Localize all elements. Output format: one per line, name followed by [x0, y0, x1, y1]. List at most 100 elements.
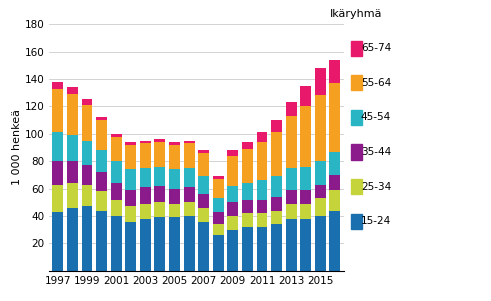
Bar: [198, 194, 209, 208]
Bar: [213, 224, 224, 235]
Bar: [242, 183, 253, 200]
Bar: [213, 212, 224, 224]
Bar: [271, 197, 282, 211]
Text: 25-34: 25-34: [361, 182, 391, 192]
Bar: [286, 219, 297, 271]
Bar: [257, 142, 268, 180]
Bar: [140, 143, 151, 168]
Bar: [96, 191, 107, 211]
Bar: [67, 161, 78, 183]
Bar: [242, 227, 253, 271]
Bar: [300, 190, 311, 204]
Bar: [82, 165, 92, 185]
Bar: [155, 217, 165, 271]
Bar: [96, 211, 107, 271]
Bar: [227, 156, 238, 186]
Bar: [300, 204, 311, 219]
Bar: [67, 87, 78, 94]
Bar: [125, 169, 136, 190]
Bar: [242, 200, 253, 213]
Bar: [125, 145, 136, 169]
Bar: [169, 142, 180, 145]
Text: 55-64: 55-64: [361, 78, 391, 88]
Text: 45-54: 45-54: [361, 112, 391, 123]
Bar: [315, 185, 326, 198]
Bar: [198, 208, 209, 222]
Bar: [82, 105, 92, 141]
Text: 15-24: 15-24: [361, 216, 391, 226]
Bar: [198, 176, 209, 194]
Bar: [110, 161, 122, 183]
Bar: [227, 202, 238, 216]
Bar: [315, 161, 326, 185]
Bar: [184, 168, 194, 187]
Bar: [125, 190, 136, 206]
Bar: [286, 190, 297, 204]
Bar: [315, 216, 326, 271]
Text: Ikäryhmä: Ikäryhmä: [330, 9, 382, 19]
Bar: [155, 142, 165, 167]
Bar: [300, 167, 311, 190]
Bar: [184, 216, 194, 271]
Bar: [257, 213, 268, 227]
Bar: [257, 180, 268, 200]
Bar: [140, 187, 151, 204]
Bar: [82, 141, 92, 165]
Bar: [96, 120, 107, 150]
Text: 65-74: 65-74: [361, 43, 391, 53]
Bar: [329, 190, 340, 211]
Bar: [155, 202, 165, 217]
Bar: [227, 150, 238, 156]
Bar: [96, 150, 107, 172]
Bar: [82, 185, 92, 206]
Bar: [286, 116, 297, 168]
Bar: [110, 134, 122, 137]
Bar: [315, 68, 326, 95]
Bar: [271, 132, 282, 176]
Bar: [110, 216, 122, 271]
Bar: [184, 202, 194, 216]
Bar: [227, 230, 238, 271]
Bar: [242, 213, 253, 227]
Bar: [169, 169, 180, 189]
Bar: [53, 82, 63, 88]
Text: 35-44: 35-44: [361, 147, 391, 157]
Bar: [125, 142, 136, 145]
Bar: [329, 211, 340, 271]
Bar: [140, 168, 151, 187]
Bar: [286, 168, 297, 190]
Bar: [184, 141, 194, 143]
Bar: [53, 88, 63, 132]
Bar: [67, 94, 78, 135]
Bar: [169, 145, 180, 169]
Bar: [286, 204, 297, 219]
Bar: [213, 179, 224, 198]
Bar: [125, 222, 136, 271]
Bar: [257, 200, 268, 213]
Bar: [329, 152, 340, 175]
Bar: [300, 106, 311, 167]
Bar: [286, 102, 297, 116]
Bar: [169, 204, 180, 217]
Bar: [53, 132, 63, 161]
Bar: [125, 206, 136, 222]
Bar: [110, 137, 122, 161]
Bar: [242, 149, 253, 183]
Bar: [213, 235, 224, 271]
Bar: [227, 186, 238, 202]
Bar: [300, 219, 311, 271]
Bar: [67, 183, 78, 208]
Bar: [198, 153, 209, 176]
Bar: [227, 216, 238, 230]
Bar: [169, 189, 180, 204]
Bar: [82, 100, 92, 105]
Bar: [315, 198, 326, 216]
Bar: [213, 176, 224, 179]
Bar: [198, 222, 209, 271]
Bar: [184, 143, 194, 168]
Bar: [53, 161, 63, 185]
Bar: [140, 204, 151, 219]
Bar: [271, 224, 282, 271]
Bar: [242, 142, 253, 149]
Bar: [82, 206, 92, 271]
